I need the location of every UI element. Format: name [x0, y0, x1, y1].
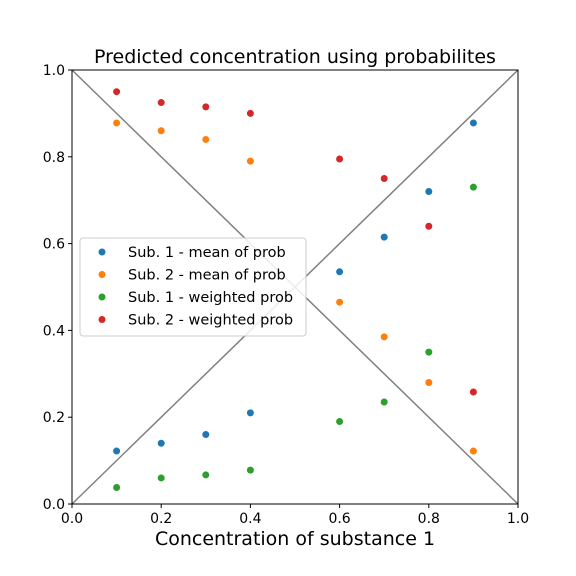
legend-label: Sub. 1 - weighted prob	[128, 290, 293, 306]
point-series-4	[246, 109, 254, 117]
point-series-1	[202, 431, 210, 439]
point-series-4	[336, 155, 344, 163]
point-series-4	[157, 99, 165, 107]
plot-frame	[71, 69, 519, 505]
x-tick-label: 0.2	[150, 511, 172, 527]
point-series-2	[425, 378, 433, 386]
y-tick-label: 0.0	[43, 497, 65, 513]
legend: Sub. 1 - mean of prob Sub. 2 - mean of pr…	[79, 237, 307, 337]
point-series-2	[469, 447, 477, 455]
legend-marker	[98, 271, 106, 278]
point-series-1	[425, 188, 433, 196]
legend-label: Sub. 2 - weighted prob	[128, 313, 293, 329]
point-series-4	[469, 388, 477, 396]
point-series-3	[202, 471, 210, 479]
point-series-1	[380, 233, 388, 241]
point-series-2	[380, 333, 388, 341]
point-series-3	[425, 348, 433, 356]
point-series-1	[113, 447, 121, 455]
point-series-2	[246, 157, 254, 165]
point-series-4	[113, 88, 121, 96]
point-series-4	[425, 222, 433, 230]
point-series-1	[336, 268, 344, 276]
legend-marker	[98, 316, 106, 323]
y-tick-label: 0.6	[43, 237, 65, 253]
point-series-2	[157, 127, 165, 135]
x-tick-label: 0.4	[239, 511, 261, 527]
point-series-3	[336, 418, 344, 426]
x-axis-ticks: 0.0 0.2 0.4 0.6 0.8 1.0	[61, 504, 529, 527]
point-series-4	[380, 175, 388, 182]
point-series-2	[336, 298, 344, 306]
y-tick-label: 0.8	[43, 150, 65, 166]
y-tick-label: 0.2	[43, 410, 65, 426]
point-series-1	[246, 409, 254, 417]
point-series-2	[113, 119, 121, 127]
data-points	[113, 88, 477, 492]
chart-title: Predicted concentration using probabilit…	[94, 46, 496, 68]
y-axis-ticks: 0.0 0.2 0.4 0.6 0.8 1.0	[43, 63, 72, 513]
point-series-3	[113, 484, 121, 492]
x-tick-label: 0.8	[418, 511, 440, 527]
legend-box	[79, 237, 307, 337]
legend-label: Sub. 2 - mean of prob	[128, 268, 286, 284]
point-series-3	[246, 466, 254, 474]
point-series-3	[380, 398, 388, 406]
x-tick-label: 0.6	[328, 511, 350, 527]
y-tick-label: 0.4	[43, 323, 65, 339]
x-tick-label: 1.0	[507, 511, 529, 527]
point-series-3	[469, 183, 477, 191]
point-series-1	[157, 439, 165, 447]
point-series-2	[202, 135, 210, 143]
legend-marker	[98, 248, 106, 256]
x-tick-label: 0.0	[61, 511, 83, 527]
x-axis-label: Concentration of substance 1	[155, 528, 435, 550]
point-series-1	[469, 119, 477, 127]
point-series-3	[157, 474, 165, 482]
y-tick-label: 1.0	[43, 63, 65, 79]
legend-marker	[98, 293, 106, 301]
legend-label: Sub. 1 - mean of prob	[128, 245, 286, 261]
point-series-4	[202, 103, 210, 111]
